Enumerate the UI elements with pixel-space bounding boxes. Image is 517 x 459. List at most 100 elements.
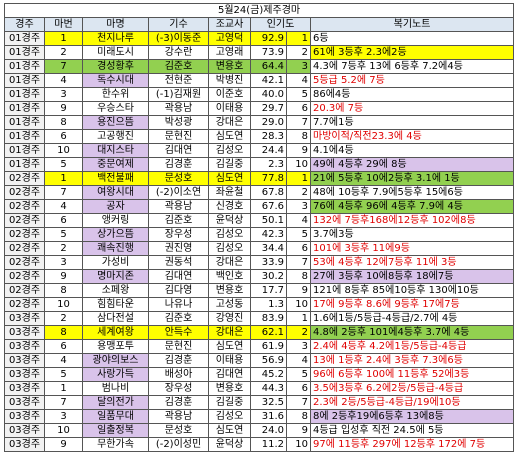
trainer: 박병진 xyxy=(208,73,251,88)
header-cell: 인기도 xyxy=(250,17,311,32)
popularity: 45.2 xyxy=(250,367,287,382)
popularity: 67.6 xyxy=(250,199,287,214)
horse-name: 앵커링 xyxy=(82,213,149,228)
horse-number: 8 xyxy=(44,325,83,340)
race: 03경주 xyxy=(4,423,45,438)
horse-name: 고공행진 xyxy=(82,129,149,144)
table-row: 01경주 4 독수시대 전현준 박병진 42.1 4 5등급 5.2에 7등 xyxy=(4,73,515,88)
horse-name: 세계여왕 xyxy=(82,325,149,340)
horse-name: 일출정복 xyxy=(82,423,149,438)
race: 02경주 xyxy=(4,241,45,256)
horse-name: 중문여제 xyxy=(82,157,149,172)
race: 02경주 xyxy=(4,269,45,284)
popularity: 62.1 xyxy=(250,325,287,340)
horse-number: 7 xyxy=(44,395,83,410)
rank: 8 xyxy=(286,409,311,424)
table-row: 01경주 6 고공행진 문현진 심도연 28.3 8 마방이적/직전23.3에 4등 xyxy=(4,129,515,144)
jockey: 전현준 xyxy=(148,73,209,88)
table-row: 03경주 7 달의전가 김경훈 김길중 32.5 7 2.3에 2등/5등급-4등급/19에1… xyxy=(4,395,515,410)
trainer: 강영진 xyxy=(208,311,251,326)
race: 02경주 xyxy=(4,171,45,186)
horse-number: 6 xyxy=(44,129,83,144)
review-note: 96에 6등후 100에 11등후 52에3등 xyxy=(309,367,515,382)
horse-number: 1 xyxy=(44,31,83,46)
table-body: 01경주 1 천지나루 (-3)이동준 고영덕 92.9 1 6등 01경주 2 미래도시 강수란 고영… xyxy=(4,31,515,452)
race: 02경주 xyxy=(4,283,45,298)
rank: 9 xyxy=(286,283,311,298)
header-cell: 기수 xyxy=(148,17,209,32)
race: 02경주 xyxy=(4,185,45,200)
table-row: 02경주 3 가성비 권동석 강대은 33.9 7 53에 4등후 12에7등후 11에 3등 xyxy=(4,255,515,270)
horse-name: 범나비 xyxy=(82,381,149,396)
rank: 4 xyxy=(286,353,311,368)
race: 01경주 xyxy=(4,129,45,144)
race: 01경주 xyxy=(4,101,45,116)
trainer: 강대은 xyxy=(208,115,251,130)
horse-name: 상가으뜸 xyxy=(82,227,149,242)
trainer: 심도연 xyxy=(208,423,251,438)
rank: 9 xyxy=(286,143,311,158)
horse-number: 3 xyxy=(44,255,83,270)
jockey: (-1)김재원 xyxy=(148,87,209,102)
table-row: 02경주 1 백전불패 문성호 심도연 77.8 1 21에 5등후 10에2등후 3.1에 … xyxy=(4,171,515,186)
trainer: 김길중 xyxy=(208,395,251,410)
race: 03경주 xyxy=(4,409,45,424)
table-row: 03경주 2 삼다전설 김준호 강영진 83.9 1 1.6에1등/5등급-4등급/2.7에 … xyxy=(4,311,515,326)
jockey: 나유나 xyxy=(148,297,209,312)
popularity: 64.4 xyxy=(250,59,287,74)
header-cell: 조교사 xyxy=(208,17,251,32)
horse-name: 무한가속 xyxy=(82,437,149,452)
trainer: 김성오 xyxy=(208,227,251,242)
popularity: 67.8 xyxy=(250,185,287,200)
rank: 4 xyxy=(286,213,311,228)
horse-name: 소페왕 xyxy=(82,283,149,298)
horse-name: 삼다전설 xyxy=(82,311,149,326)
popularity: 2.3 xyxy=(250,157,287,172)
popularity: 34.4 xyxy=(250,241,287,256)
table-row: 01경주 8 용진으뜸 박성광 강대은 29.0 7 7.7에1등 xyxy=(4,115,515,130)
horse-name: 백전불패 xyxy=(82,171,149,186)
race: 03경주 xyxy=(4,381,45,396)
horse-number: 10 xyxy=(44,143,83,158)
trainer: 백인호 xyxy=(208,269,251,284)
review-note: 76에 4등후 96에 4등후 7.9에 4등 xyxy=(309,199,515,214)
table-row: 03경주 3 일품무대 곽용남 김성오 31.6 8 8에 2등후19에6등후 13에8등 xyxy=(4,409,515,424)
table-row: 02경주 4 공자 곽용남 신경호 67.6 3 76에 4등후 96에 4등후 7.9에 4… xyxy=(4,199,515,214)
rank: 8 xyxy=(286,269,311,284)
popularity: 42.3 xyxy=(250,227,287,242)
race: 03경주 xyxy=(4,395,45,410)
rank: 1 xyxy=(286,311,311,326)
jockey: 김준호 xyxy=(148,59,209,74)
trainer: 김길중 xyxy=(208,157,251,172)
table-row: 03경주 10 일출정복 문성호 심도연 24.0 9 4등급 입성후 직전 24.5에 5등 xyxy=(4,423,515,438)
horse-number: 2 xyxy=(44,45,83,60)
review-note: 2.4에 4등후 4.2에1등/5등급-4등급 xyxy=(309,339,515,354)
header-cell: 마번 xyxy=(44,17,83,32)
popularity: 44.3 xyxy=(250,381,287,396)
table-row: 01경주 9 우승스타 곽용남 이태용 29.7 6 20.3에 7등 xyxy=(4,101,515,116)
jockey: 곽용남 xyxy=(148,409,209,424)
jockey: 김대연 xyxy=(148,269,209,284)
horse-number: 1 xyxy=(44,381,83,396)
trainer: 이태용 xyxy=(208,101,251,116)
popularity: 83.9 xyxy=(250,311,287,326)
popularity: 28.3 xyxy=(250,129,287,144)
trainer: 변용호 xyxy=(208,59,251,74)
trainer: 심도연 xyxy=(208,129,251,144)
jockey: 문성호 xyxy=(148,423,209,438)
popularity: 73.9 xyxy=(250,45,287,60)
jockey: 김경훈 xyxy=(148,157,209,172)
table-row: 02경주 5 상가으뜸 장우성 김성오 42.3 5 3.7에3등 xyxy=(4,227,515,242)
trainer: 이준호 xyxy=(208,87,251,102)
review-note: 20.3에 7등 xyxy=(309,101,515,116)
table-row: 02경주 6 앵커링 김준호 윤덕상 50.1 4 132에 7등후168에12등후 102에… xyxy=(4,213,515,228)
table-row: 03경주 6 용맹포투 문현진 심도연 61.9 3 2.4에 4등후 4.2에1등/5등급-… xyxy=(4,339,515,354)
race: 02경주 xyxy=(4,255,45,270)
rank: 4 xyxy=(286,73,311,88)
table-row: 03경주 5 사랑가득 배성아 김대연 45.2 5 96에 6등후 100에 11등후 52… xyxy=(4,367,515,382)
review-note: 53에 4등후 12에7등후 11에 3등 xyxy=(309,255,515,270)
race: 03경주 xyxy=(4,325,45,340)
review-note: 5등급 5.2에 7등 xyxy=(309,73,515,88)
review-note: 101에 3등후 11에9등 xyxy=(309,241,515,256)
rank: 6 xyxy=(286,241,311,256)
